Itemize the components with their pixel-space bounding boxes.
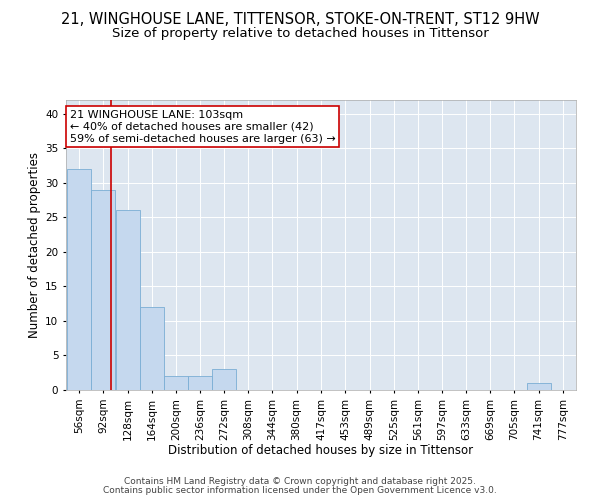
X-axis label: Distribution of detached houses by size in Tittensor: Distribution of detached houses by size … — [169, 444, 473, 457]
Text: Contains HM Land Registry data © Crown copyright and database right 2025.: Contains HM Land Registry data © Crown c… — [124, 477, 476, 486]
Bar — [140, 307, 164, 390]
Bar — [91, 190, 115, 390]
Bar — [212, 370, 236, 390]
Bar — [116, 210, 140, 390]
Bar — [164, 376, 188, 390]
Text: Contains public sector information licensed under the Open Government Licence v3: Contains public sector information licen… — [103, 486, 497, 495]
Text: 21, WINGHOUSE LANE, TITTENSOR, STOKE-ON-TRENT, ST12 9HW: 21, WINGHOUSE LANE, TITTENSOR, STOKE-ON-… — [61, 12, 539, 28]
Y-axis label: Number of detached properties: Number of detached properties — [28, 152, 41, 338]
Bar — [188, 376, 212, 390]
Text: Size of property relative to detached houses in Tittensor: Size of property relative to detached ho… — [112, 28, 488, 40]
Text: 21 WINGHOUSE LANE: 103sqm
← 40% of detached houses are smaller (42)
59% of semi-: 21 WINGHOUSE LANE: 103sqm ← 40% of detac… — [70, 110, 335, 144]
Bar — [67, 169, 91, 390]
Bar — [527, 383, 551, 390]
